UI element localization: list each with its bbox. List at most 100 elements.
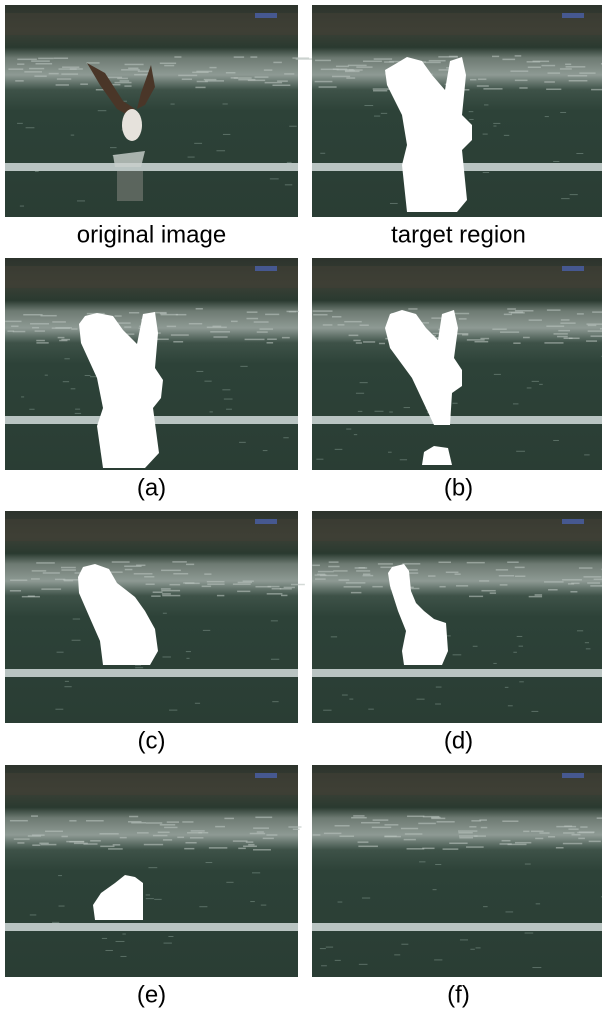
water-glint (418, 823, 436, 825)
water-glint (123, 101, 127, 102)
water-glint (384, 824, 398, 826)
shoreline (5, 923, 298, 931)
water-glint (238, 582, 252, 584)
water-glint (335, 449, 343, 450)
water-glint (116, 941, 125, 942)
water-glint (532, 967, 541, 968)
water-glint (323, 324, 333, 326)
tree-band (5, 266, 298, 288)
water-glint (17, 123, 23, 124)
water-glint (493, 126, 496, 127)
water-glint (75, 413, 81, 414)
water-glint (374, 116, 380, 117)
water-glint (458, 830, 477, 832)
water-glint (405, 833, 423, 835)
water-glint (263, 838, 274, 840)
water-glint (69, 820, 76, 822)
water-glint (17, 63, 24, 65)
water-glint (556, 847, 564, 849)
water-glint (168, 936, 173, 937)
water-glint (281, 595, 287, 597)
water-glint (134, 573, 153, 575)
water-glint (194, 143, 202, 144)
water-glint (481, 827, 488, 829)
water-glint (584, 454, 589, 455)
water-glint (114, 82, 131, 84)
water-glint (493, 663, 496, 664)
water-glint (263, 450, 268, 451)
water-glint (577, 832, 594, 834)
water-glint (515, 567, 525, 569)
water-glint (455, 573, 461, 575)
water-glint (162, 656, 170, 657)
water-glint (408, 572, 418, 574)
water-glint (544, 81, 555, 83)
bird-reflection (117, 171, 143, 201)
water-glint (505, 911, 513, 912)
water-glint (267, 342, 274, 344)
logo (255, 266, 277, 271)
water-glint (320, 153, 325, 154)
water-glint (561, 198, 569, 199)
water-glint (494, 374, 501, 375)
water-glint (146, 894, 150, 895)
water-glint (359, 964, 368, 965)
water-glint (125, 64, 144, 66)
water-glint (316, 459, 323, 460)
water-glint (163, 839, 172, 841)
water-glint (190, 837, 204, 839)
water-glint (151, 595, 160, 597)
water-glint (589, 841, 601, 843)
water-glint (374, 58, 392, 60)
water-glint (164, 943, 172, 944)
water-glint (55, 327, 72, 329)
water-glint (363, 341, 375, 343)
water-glint (32, 844, 40, 846)
shoreline (312, 416, 602, 424)
water-glint (120, 956, 126, 957)
water-glint (136, 565, 145, 567)
tree-band (5, 519, 298, 541)
water-glint (108, 848, 123, 850)
water-glint (456, 585, 468, 587)
water-glint (170, 584, 181, 586)
water-glint (55, 709, 63, 710)
water-glint (210, 411, 213, 412)
water-glint (568, 828, 578, 830)
water-glint (167, 326, 176, 328)
shoreline (312, 923, 602, 931)
water-glint (572, 834, 581, 836)
water-glint (483, 88, 502, 90)
water-glint (483, 134, 488, 135)
water-glint (160, 824, 175, 826)
water-glint (57, 652, 64, 653)
logo (562, 266, 584, 271)
water-glint (358, 841, 369, 843)
water-glint (484, 104, 488, 105)
water-glint (328, 566, 339, 568)
water-glint (359, 567, 366, 569)
water-glint (368, 709, 374, 710)
water-glint (31, 578, 40, 580)
water-glint (85, 375, 91, 376)
water-glint (594, 579, 602, 581)
water-glint (511, 312, 525, 314)
water-glint (553, 161, 559, 162)
water-glint (460, 939, 468, 940)
water-glint (356, 393, 364, 394)
water-glint (507, 561, 519, 563)
water-glint (255, 76, 269, 78)
water-glint (351, 817, 367, 819)
water-glint (466, 846, 484, 848)
water-glint (353, 815, 364, 817)
water-glint (452, 403, 457, 404)
water-glint (519, 87, 527, 89)
water-glint (577, 630, 583, 631)
water-glint (209, 847, 227, 849)
water-glint (364, 105, 373, 106)
water-glint (478, 78, 486, 80)
water-glint (313, 834, 321, 836)
water-glint (21, 396, 24, 397)
water-glint (80, 83, 88, 85)
water-glint (160, 63, 176, 65)
